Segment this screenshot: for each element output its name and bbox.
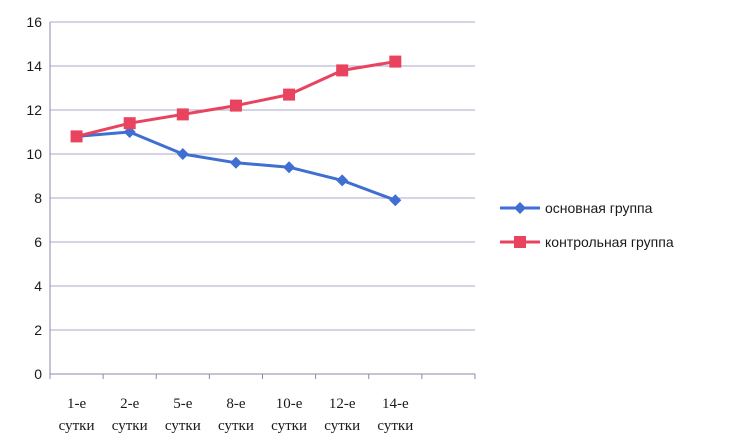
- x-tick-label: 5-е сутки: [165, 396, 201, 434]
- legend-label: контрольная группа: [545, 234, 674, 250]
- legend-item-1: основная группа: [500, 200, 653, 216]
- data-point-square: [389, 55, 402, 68]
- x-tick-label: 14-е сутки: [377, 396, 413, 434]
- y-tick-label: 12: [26, 102, 42, 118]
- legend-item-2: контрольная группа: [500, 234, 674, 250]
- y-tick-label: 6: [34, 234, 42, 250]
- y-tick-label: 10: [26, 146, 42, 162]
- x-tick-label: 2-е сутки: [112, 396, 148, 434]
- y-tick-label: 2: [34, 322, 42, 338]
- x-tick-label: 10-е сутки: [271, 396, 307, 434]
- data-point-diamond: [336, 174, 349, 187]
- y-axis-ticks: 0 2 4 6 8 10 12 14 16: [26, 14, 42, 382]
- y-tick-label: 4: [34, 278, 42, 294]
- series-group: [70, 55, 402, 207]
- grid: [50, 21, 475, 331]
- data-point-square: [336, 64, 349, 77]
- y-tick-label: 14: [26, 58, 42, 74]
- data-point-diamond: [389, 194, 402, 207]
- data-point-square: [229, 99, 242, 112]
- legend-marker-square: [514, 236, 526, 248]
- data-point-diamond: [176, 148, 189, 160]
- data-point-square: [123, 117, 136, 130]
- data-point-diamond: [283, 161, 296, 174]
- data-point-square: [176, 108, 189, 121]
- series-2: [70, 55, 402, 143]
- y-tick-label: 0: [34, 366, 42, 382]
- legend: основная группа контрольная группа: [500, 200, 674, 250]
- data-point-square: [283, 88, 296, 101]
- axes: [49, 22, 476, 379]
- x-tick-label: 12-е сутки: [324, 396, 360, 434]
- y-tick-label: 16: [26, 14, 42, 30]
- legend-marker-diamond: [514, 202, 526, 214]
- y-tick-label: 8: [34, 190, 42, 206]
- x-axis-ticks: 1-е сутки 2-е сутки 5-е сутки 8-е сутки 10-е сутк…: [59, 396, 414, 434]
- x-tick-label: 1-е сутки: [59, 396, 95, 434]
- x-tick-label: 8-е сутки: [218, 396, 254, 434]
- legend-label: основная группа: [545, 200, 653, 216]
- data-point-diamond: [229, 156, 242, 169]
- data-point-square: [70, 130, 83, 143]
